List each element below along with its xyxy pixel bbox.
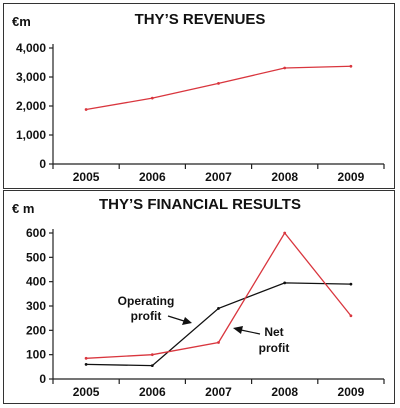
chart-title: THY’S FINANCIAL RESULTS [99, 196, 301, 213]
annotation-net-profit-line1: Net [264, 325, 283, 339]
series-layer [84, 231, 353, 368]
y-tick-label: 1,000 [16, 128, 46, 142]
revenues-chart-panel: THY’S REVENUES €m 0 1,000 2,000 3,000 4,000 2… [3, 3, 395, 189]
y-tick-label: 0 [39, 372, 46, 386]
y-tick-label: 600 [26, 226, 46, 240]
net-profit-point [349, 314, 353, 318]
x-tick-label: 2005 [73, 170, 100, 184]
net-profit-point [150, 353, 154, 357]
series-1-point [349, 64, 353, 68]
financial-results-chart-panel: THY’S FINANCIAL RESULTS € m 0 100 200 300 40… [3, 190, 395, 404]
x-tick-label: 2008 [271, 170, 298, 184]
series-1-point [217, 81, 220, 85]
y-tick-label: 2,000 [16, 99, 46, 113]
y-tick-label: 0 [39, 157, 46, 171]
operating-profit-point [84, 363, 88, 366]
x-tick-label: 2006 [139, 170, 166, 184]
operating-profit-point [150, 364, 154, 368]
series-1-point [84, 108, 88, 111]
x-tick-label: 2007 [205, 385, 232, 399]
y-tick-label: 100 [26, 348, 46, 362]
revenues-chart: THY’S REVENUES €m 0 1,000 2,000 3,000 4,000 2… [12, 11, 385, 184]
annotation-arrow-operating-profit [167, 315, 192, 325]
annotation-net-profit-line2: profit [259, 341, 290, 355]
operating-profit-point [217, 307, 220, 310]
operating-profit-point [283, 281, 287, 285]
series-1-point [150, 96, 154, 100]
x-tick-label: 2007 [205, 170, 232, 184]
financial-results-chart: THY’S FINANCIAL RESULTS € m 0 100 200 300 40… [12, 196, 385, 399]
x-tick-label: 2005 [73, 385, 100, 399]
y-unit-label: €m [12, 14, 31, 29]
axes: 0 100 200 300 400 500 600 2005 2006 2007 2008 2009 [26, 226, 385, 399]
series-1-point [283, 66, 287, 70]
annotation-operating-profit-line2: profit [131, 309, 162, 323]
y-tick-label: 300 [26, 299, 46, 313]
y-unit-label: € m [12, 201, 34, 216]
net-profit-point [283, 231, 287, 235]
series-layer [84, 64, 353, 111]
x-tick-label: 2009 [338, 385, 365, 399]
annotation-arrow-net-profit [233, 326, 261, 335]
x-tick-label: 2008 [271, 385, 298, 399]
net-profit-point [217, 341, 220, 344]
net-profit-point [84, 356, 88, 360]
y-tick-label: 500 [26, 250, 46, 264]
y-tick-label: 400 [26, 275, 46, 289]
x-tick-label: 2009 [338, 170, 365, 184]
y-tick-label: 200 [26, 323, 46, 337]
series-1-line [85, 65, 351, 111]
y-tick-label: 3,000 [16, 70, 46, 84]
y-tick-label: 4,000 [16, 41, 46, 55]
axes: 0 1,000 2,000 3,000 4,000 2005 2006 2007 2008 200… [16, 41, 385, 184]
annotation-operating-profit-line1: Operating [118, 294, 175, 308]
operating-profit-point [349, 282, 353, 286]
x-tick-label: 2006 [139, 385, 166, 399]
chart-title: THY’S REVENUES [135, 11, 266, 28]
